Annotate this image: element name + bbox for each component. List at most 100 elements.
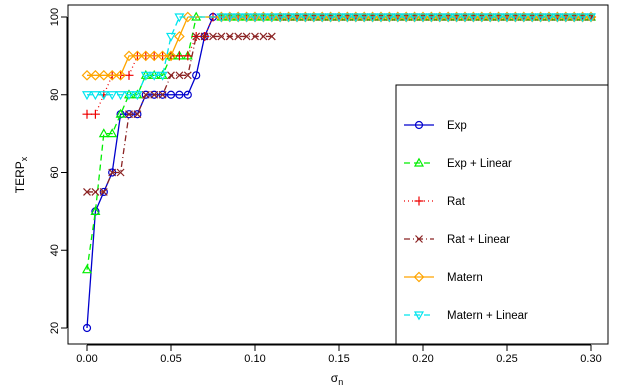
x-axis-title: σn (331, 371, 343, 387)
data-point (167, 71, 175, 80)
legend-swatch-marker (415, 235, 423, 243)
legend-frame (395, 84, 609, 345)
data-point (115, 69, 126, 81)
y-tick-label: 80 (49, 89, 61, 101)
data-point (133, 110, 142, 119)
data-point (192, 32, 201, 41)
legend-swatch-marker (413, 157, 425, 167)
data-point (150, 90, 159, 99)
data-point (183, 90, 192, 99)
legend-label: Matern + Linear (447, 310, 528, 322)
legend-item: Rat (404, 196, 466, 208)
legend-item: Matern + Linear (404, 310, 528, 322)
series-line (87, 35, 272, 193)
legend-item: Exp + Linear (404, 157, 512, 170)
x-tick-label: 0.05 (160, 353, 181, 365)
data-point (141, 90, 150, 99)
data-point (148, 50, 160, 62)
data-point (183, 51, 193, 61)
data-point (98, 69, 110, 81)
y-axis: 20 40 60 80 100 (49, 8, 68, 334)
legend-swatch-marker (413, 271, 425, 283)
data-point (140, 50, 152, 62)
data-point (141, 90, 150, 99)
data-point (183, 71, 192, 80)
x-tick-label: 0.30 (580, 353, 601, 365)
data-point (175, 71, 184, 80)
data-point (165, 32, 177, 42)
data-point (585, 13, 597, 23)
y-tick-label: 100 (49, 8, 61, 26)
series-line (87, 16, 180, 96)
data-point (259, 32, 268, 41)
y-tick-label: 20 (49, 322, 61, 334)
data-point (133, 110, 142, 119)
series-line (86, 16, 222, 329)
legend-label: Exp + Linear (447, 158, 512, 170)
y-axis-title-main: TERP (13, 161, 27, 193)
data-point (140, 71, 151, 81)
data-point (182, 11, 194, 23)
x-tick-label: 0.25 (496, 353, 517, 365)
data-point (225, 32, 234, 41)
data-point (157, 71, 168, 81)
data-point (192, 71, 201, 80)
data-point (149, 71, 160, 81)
data-point (81, 264, 93, 274)
data-point (81, 91, 93, 101)
data-point (217, 32, 226, 41)
data-point (165, 50, 177, 62)
data-point (116, 168, 125, 177)
legend-label: Exp (447, 120, 467, 132)
data-point (90, 91, 101, 101)
data-point (125, 110, 133, 119)
legend-swatch-marker (414, 196, 424, 206)
series-layer (81, 11, 597, 333)
data-point (174, 31, 185, 42)
legend-swatch-marker (413, 311, 425, 321)
data-point (83, 188, 91, 196)
data-point (267, 32, 276, 41)
data-point (90, 69, 101, 81)
data-point (175, 90, 184, 99)
legend-item: Rat + Linear (404, 234, 510, 246)
x-axis-title-main: σ (331, 371, 339, 385)
y-tick-label: 60 (49, 166, 61, 178)
data-point (108, 168, 117, 177)
data-point (123, 91, 135, 101)
data-point (158, 90, 167, 99)
data-point (123, 50, 135, 62)
data-point (132, 91, 143, 101)
data-point (107, 91, 118, 101)
legend-swatch-marker (414, 120, 424, 130)
data-point (115, 91, 126, 101)
y-axis-title-sub: x (19, 156, 29, 161)
data-point (166, 90, 176, 99)
data-point (98, 128, 109, 138)
legend-item: Matern (404, 271, 483, 284)
data-point (99, 188, 108, 196)
legend-label: Rat + Linear (447, 234, 510, 246)
legend-label: Matern (447, 272, 483, 284)
data-point (107, 128, 118, 138)
legend-item: Exp (404, 120, 467, 132)
series-matern (81, 11, 597, 81)
x-tick-label: 0.00 (76, 353, 97, 365)
data-point (98, 91, 109, 101)
data-point (82, 323, 92, 333)
x-axis: 0.00 0.05 0.10 0.15 0.20 0.25 0.30 (76, 344, 602, 365)
y-tick-label: 40 (49, 244, 61, 256)
data-point (234, 32, 243, 41)
y-axis-title: TERPx (13, 156, 29, 193)
data-point (200, 32, 209, 41)
data-point (115, 108, 126, 118)
x-tick-label: 0.15 (328, 353, 349, 365)
data-point (82, 109, 92, 119)
data-point (132, 50, 143, 62)
data-point (91, 188, 100, 196)
legend-label: Rat (447, 196, 466, 208)
data-point (174, 51, 184, 61)
series-matern-linear (81, 13, 597, 101)
data-point (90, 109, 100, 119)
